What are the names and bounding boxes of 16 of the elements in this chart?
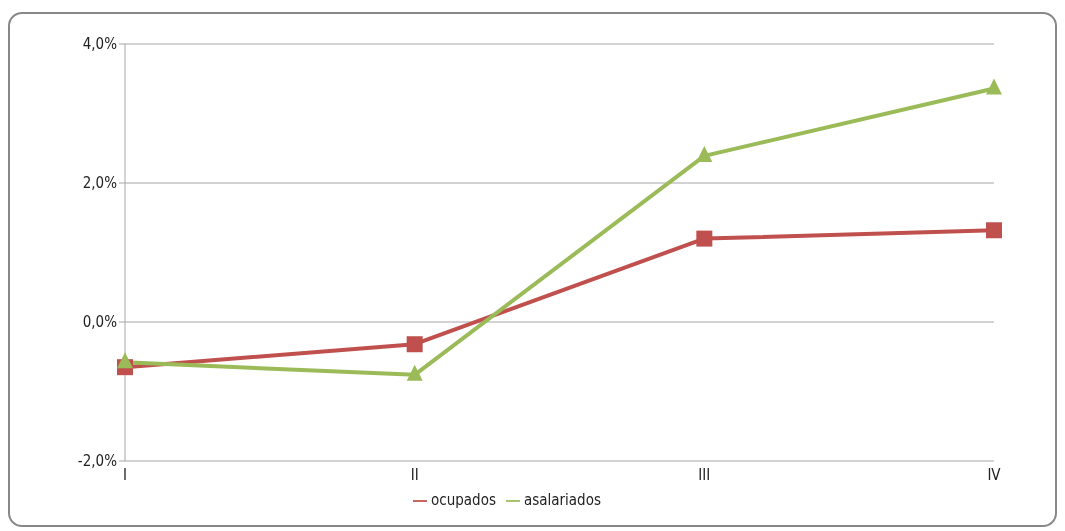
y-tick-label: -2,0% [77, 452, 118, 471]
point [406, 336, 423, 353]
x-tick-label: IV [987, 465, 1002, 484]
y-tick-label: 0,0% [82, 313, 118, 332]
x-tick-label: II [410, 465, 419, 484]
x-tick-label: I [123, 465, 127, 484]
point [117, 352, 133, 369]
point [986, 222, 1002, 239]
y-tick-label: 2,0% [82, 174, 118, 193]
legend-label: asalariados [523, 491, 601, 509]
point [696, 145, 713, 162]
point [986, 78, 1002, 95]
legend-label: ocupados [431, 491, 496, 509]
point [696, 230, 713, 247]
y-tick-label: 4,0% [82, 35, 118, 54]
x-tick-label: III [698, 465, 711, 484]
